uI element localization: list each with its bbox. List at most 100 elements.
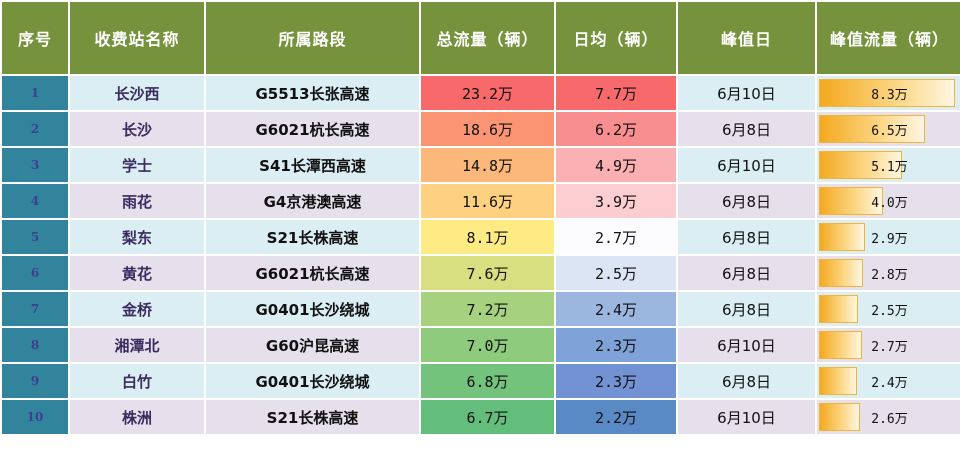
road-segment: S21长株高速: [206, 220, 419, 254]
peak-day: 6月8日: [678, 292, 815, 326]
total-flow: 6.7万: [421, 400, 554, 434]
total-flow: 23.2万: [421, 76, 554, 110]
peak-flow-cell: 4.0万: [817, 184, 960, 218]
road-segment: S21长株高速: [206, 400, 419, 434]
table-row: 1 长沙西 G5513长张高速 23.2万 7.7万 6月10日 8.3万: [2, 76, 960, 110]
peak-flow-bar: [819, 403, 861, 431]
station-name: 白竹: [70, 364, 204, 398]
road-segment: G4京港澳高速: [206, 184, 419, 218]
peak-flow-cell: 2.9万: [817, 220, 960, 254]
road-segment: G5513长张高速: [206, 76, 419, 110]
header-daily-average: 日均（辆）: [556, 2, 676, 74]
station-name: 长沙西: [70, 76, 204, 110]
daily-average: 2.5万: [556, 256, 676, 290]
row-index: 5: [2, 220, 68, 254]
peak-day: 6月8日: [678, 256, 815, 290]
peak-day: 6月10日: [678, 328, 815, 362]
peak-flow-value: 2.9万: [871, 231, 908, 247]
peak-flow-value: 2.5万: [871, 303, 908, 319]
peak-flow-value: 2.7万: [871, 339, 908, 355]
row-index: 1: [2, 76, 68, 110]
header-index: 序号: [2, 2, 68, 74]
peak-flow-cell: 2.4万: [817, 364, 960, 398]
toll-station-traffic-table: 序号 收费站名称 所属路段 总流量（辆） 日均（辆） 峰值日 峰值流量（辆） 1…: [2, 2, 960, 434]
daily-average: 6.2万: [556, 112, 676, 146]
row-index: 3: [2, 148, 68, 182]
table-row: 2 长沙 G6021杭长高速 18.6万 6.2万 6月8日 6.5万: [2, 112, 960, 146]
road-segment: G6021杭长高速: [206, 112, 419, 146]
daily-average: 2.4万: [556, 292, 676, 326]
table-row: 4 雨花 G4京港澳高速 11.6万 3.9万 6月8日 4.0万: [2, 184, 960, 218]
station-name: 梨东: [70, 220, 204, 254]
total-flow: 7.6万: [421, 256, 554, 290]
road-segment: G60沪昆高速: [206, 328, 419, 362]
peak-flow-value: 2.6万: [871, 411, 908, 427]
peak-flow-bar: [819, 367, 857, 395]
road-segment: S41长潭西高速: [206, 148, 419, 182]
peak-flow-bar: [819, 115, 925, 143]
station-name: 长沙: [70, 112, 204, 146]
total-flow: 18.6万: [421, 112, 554, 146]
peak-day: 6月8日: [678, 364, 815, 398]
peak-flow-cell: 2.5万: [817, 292, 960, 326]
peak-flow-bar: [819, 295, 859, 323]
peak-flow-value: 6.5万: [871, 123, 908, 139]
daily-average: 2.3万: [556, 328, 676, 362]
road-segment: G0401长沙绕城: [206, 292, 419, 326]
peak-flow-bar: [819, 331, 862, 359]
peak-flow-value: 8.3万: [871, 87, 908, 103]
road-segment: G6021杭长高速: [206, 256, 419, 290]
peak-flow-value: 4.0万: [871, 195, 908, 211]
peak-flow-cell: 5.1万: [817, 148, 960, 182]
total-flow: 14.8万: [421, 148, 554, 182]
header-total-flow: 总流量（辆）: [421, 2, 554, 74]
total-flow: 7.2万: [421, 292, 554, 326]
peak-flow-bar: [819, 79, 955, 107]
peak-flow-value: 5.1万: [871, 159, 908, 175]
daily-average: 3.9万: [556, 184, 676, 218]
header-row: 序号 收费站名称 所属路段 总流量（辆） 日均（辆） 峰值日 峰值流量（辆）: [2, 2, 960, 74]
table-row: 6 黄花 G6021杭长高速 7.6万 2.5万 6月8日 2.8万: [2, 256, 960, 290]
row-index: 6: [2, 256, 68, 290]
station-name: 学士: [70, 148, 204, 182]
station-name: 金桥: [70, 292, 204, 326]
station-name: 黄花: [70, 256, 204, 290]
peak-flow-bar: [819, 187, 884, 215]
table-row: 5 梨东 S21长株高速 8.1万 2.7万 6月8日 2.9万: [2, 220, 960, 254]
row-index: 10: [2, 400, 68, 434]
header-peak-flow: 峰值流量（辆）: [817, 2, 960, 74]
peak-flow-cell: 6.5万: [817, 112, 960, 146]
peak-day: 6月10日: [678, 400, 815, 434]
daily-average: 7.7万: [556, 76, 676, 110]
row-index: 9: [2, 364, 68, 398]
daily-average: 2.7万: [556, 220, 676, 254]
header-station: 收费站名称: [70, 2, 204, 74]
daily-average: 2.2万: [556, 400, 676, 434]
table-row: 10 株洲 S21长株高速 6.7万 2.2万 6月10日 2.6万: [2, 400, 960, 434]
peak-day: 6月8日: [678, 184, 815, 218]
header-road: 所属路段: [206, 2, 419, 74]
peak-flow-cell: 8.3万: [817, 76, 960, 110]
row-index: 2: [2, 112, 68, 146]
peak-flow-cell: 2.8万: [817, 256, 960, 290]
daily-average: 2.3万: [556, 364, 676, 398]
total-flow: 11.6万: [421, 184, 554, 218]
daily-average: 4.9万: [556, 148, 676, 182]
row-index: 4: [2, 184, 68, 218]
peak-day: 6月8日: [678, 112, 815, 146]
peak-flow-value: 2.4万: [871, 375, 908, 391]
table-row: 8 湘潭北 G60沪昆高速 7.0万 2.3万 6月10日 2.7万: [2, 328, 960, 362]
peak-day: 6月10日: [678, 76, 815, 110]
row-index: 7: [2, 292, 68, 326]
table-row: 3 学士 S41长潭西高速 14.8万 4.9万 6月10日 5.1万: [2, 148, 960, 182]
road-segment: G0401长沙绕城: [206, 364, 419, 398]
station-name: 雨花: [70, 184, 204, 218]
peak-flow-bar: [819, 259, 864, 287]
total-flow: 8.1万: [421, 220, 554, 254]
peak-flow-bar: [819, 223, 866, 251]
total-flow: 6.8万: [421, 364, 554, 398]
station-name: 株洲: [70, 400, 204, 434]
peak-flow-cell: 2.7万: [817, 328, 960, 362]
table-row: 9 白竹 G0401长沙绕城 6.8万 2.3万 6月8日 2.4万: [2, 364, 960, 398]
station-name: 湘潭北: [70, 328, 204, 362]
